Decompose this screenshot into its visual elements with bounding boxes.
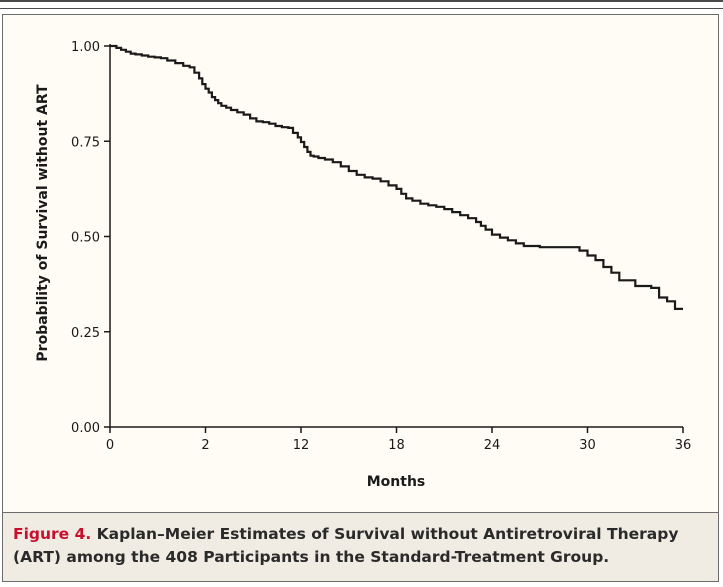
survival-curve-group: [110, 44, 683, 310]
figure-caption-text: Kaplan–Meier Estimates of Survival witho…: [13, 525, 679, 566]
top-rule-thin: [0, 8, 723, 9]
y-tick-label: 1.00: [71, 40, 100, 55]
figure-label: Figure 4.: [13, 525, 92, 543]
figure-caption: Figure 4. Kaplan–Meier Estimates of Surv…: [13, 523, 708, 569]
y-tick-label: 0.75: [71, 135, 100, 150]
survival-curve: [110, 44, 683, 310]
x-tick-label: 36: [675, 438, 692, 453]
top-rule: [0, 0, 723, 2]
x-tick-label: 0: [106, 438, 114, 453]
y-axis-title: Probability of Survival without ART: [35, 84, 51, 362]
x-tick-label: 18: [388, 438, 405, 453]
y-axis: 0.00 0.25 0.50 0.75 1.00: [71, 40, 111, 436]
x-axis-title: Months: [367, 474, 426, 490]
y-tick-label: 0.25: [71, 326, 100, 341]
x-axis: 0 2 12 18 24 30 36: [106, 426, 692, 453]
y-tick-label: 0.00: [71, 421, 100, 436]
km-chart: 0.00 0.25 0.50 0.75 1.00 0 2 12 18 24 30 36 Probab…: [35, 40, 692, 490]
x-tick-label: 30: [579, 438, 596, 453]
x-tick-label: 24: [484, 438, 501, 453]
plot-panel: 0.00 0.25 0.50 0.75 1.00 0 2 12 18 24 30 36 Probab…: [3, 15, 718, 513]
x-tick-label: 12: [293, 438, 310, 453]
figure-frame: 0.00 0.25 0.50 0.75 1.00 0 2 12 18 24 30 36 Probab…: [2, 14, 719, 582]
x-tick-label: 2: [201, 438, 209, 453]
y-tick-label: 0.50: [71, 231, 100, 246]
